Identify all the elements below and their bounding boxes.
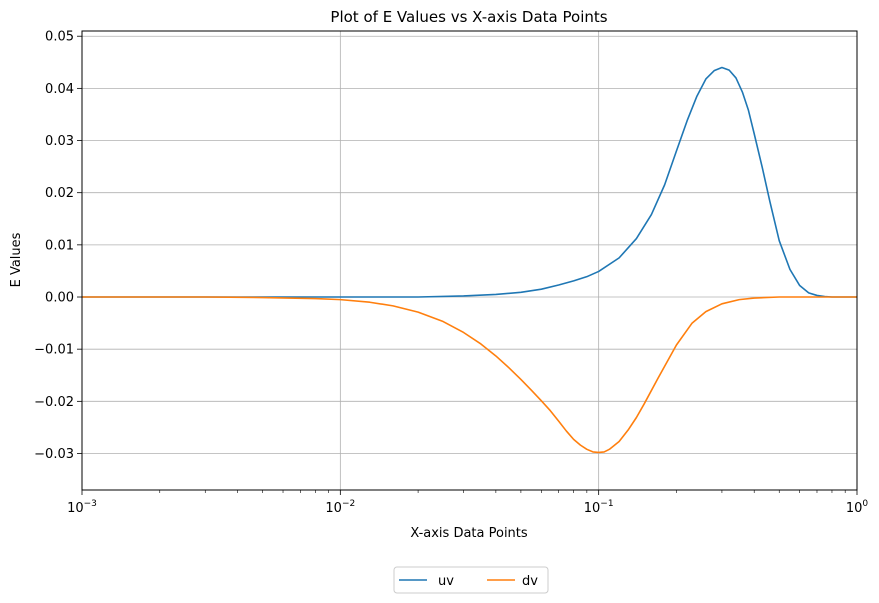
y-tick-label: −0.01 bbox=[34, 343, 74, 358]
y-tick-label: −0.03 bbox=[34, 447, 74, 462]
y-tick-label: 0.05 bbox=[45, 30, 74, 45]
x-axis-label: X-axis Data Points bbox=[410, 526, 528, 541]
legend-box bbox=[393, 566, 549, 594]
plot-frame bbox=[81, 30, 858, 491]
y-tick-label: 0.02 bbox=[45, 186, 74, 201]
y-axis-label: E Values bbox=[9, 232, 24, 287]
y-tick-label: 0.04 bbox=[45, 82, 74, 97]
series-line-dv bbox=[82, 296, 857, 454]
y-tick-label: 0.00 bbox=[45, 291, 74, 306]
y-tick-label: 0.03 bbox=[45, 134, 74, 149]
series-line-uv bbox=[82, 66, 857, 298]
legend: uv dv bbox=[393, 566, 549, 594]
legend-label-uv: uv bbox=[438, 574, 454, 589]
y-tick-label: 0.01 bbox=[45, 238, 74, 253]
legend-label-dv: dv bbox=[522, 574, 538, 589]
series-group bbox=[82, 66, 857, 454]
chart-title: Plot of E Values vs X-axis Data Points bbox=[330, 8, 607, 26]
y-tick-label: −0.02 bbox=[34, 395, 74, 410]
y-axis-ticks: −0.03 −0.02 −0.01 0.00 0.01 0.02 0.03 0.04 0.05 bbox=[34, 30, 82, 462]
